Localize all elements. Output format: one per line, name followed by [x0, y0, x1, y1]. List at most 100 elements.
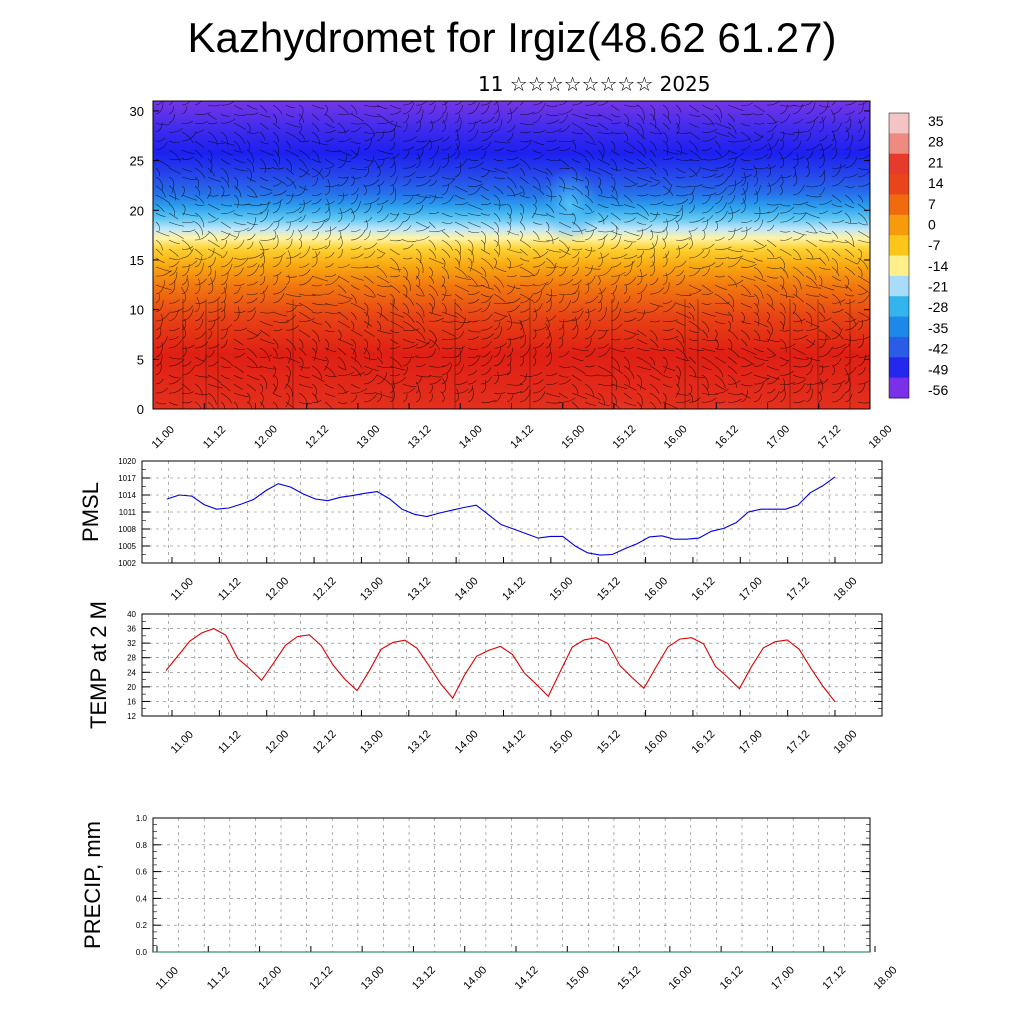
wind-streamline — [402, 146, 414, 151]
wind-streamline — [363, 197, 380, 205]
wind-streamline — [532, 212, 548, 216]
wind-streamline — [532, 239, 550, 243]
wind-streamline — [402, 343, 418, 349]
wind-streamline — [727, 374, 738, 388]
wind-streamline — [519, 344, 531, 358]
wind-streamline — [727, 275, 738, 288]
y-tick-label: 0.4 — [136, 894, 148, 903]
wind-streamline — [246, 122, 251, 133]
wind-streamline — [636, 283, 648, 295]
wind-streamline — [168, 336, 179, 340]
wind-streamline — [220, 203, 233, 207]
wind-streamline — [298, 214, 306, 223]
wind-streamline — [844, 248, 855, 258]
wind-streamline — [493, 311, 508, 317]
wind-streamline — [662, 203, 675, 206]
wind-streamline — [506, 263, 524, 268]
wind-streamline — [207, 239, 220, 248]
wind-streamline — [285, 113, 295, 118]
wind-streamline — [662, 176, 671, 186]
wind-streamline — [766, 275, 779, 279]
wind-streamline — [441, 377, 447, 394]
wind-streamline — [324, 226, 331, 241]
wind-streamline — [701, 122, 714, 125]
wind-streamline — [571, 325, 579, 340]
wind-streamline — [155, 248, 163, 256]
wind-streamline — [532, 342, 545, 349]
wind-streamline — [623, 217, 636, 223]
wind-streamline — [714, 293, 729, 305]
wind-streamline — [285, 216, 303, 223]
wind-streamline — [493, 275, 504, 288]
wind-streamline — [194, 401, 202, 409]
wind-streamline — [402, 356, 412, 367]
x-tick-label: 13.00 — [358, 728, 386, 756]
wind-streamline — [272, 131, 279, 143]
wind-streamline — [350, 200, 361, 214]
y-tick-label: 30 — [130, 104, 144, 119]
wind-streamline — [623, 149, 635, 154]
wind-streamline — [246, 221, 258, 225]
wind-streamline — [441, 347, 454, 350]
colorbar-label: 0 — [928, 216, 936, 232]
wind-streamline — [792, 266, 805, 277]
wind-streamline — [545, 176, 551, 186]
wind-streamline — [454, 330, 465, 340]
colorbar-swatch — [889, 275, 909, 297]
wind-streamline — [766, 177, 781, 187]
wind-streamline — [545, 203, 555, 214]
y-tick-label: 24 — [127, 668, 136, 677]
wind-streamline — [441, 135, 450, 142]
wind-streamline — [246, 307, 256, 313]
wind-streamline — [532, 230, 540, 241]
wind-streamline — [428, 248, 437, 259]
wind-streamline — [532, 303, 543, 313]
wind-streamline — [181, 401, 193, 404]
wind-streamline — [506, 304, 520, 313]
wind-streamline — [298, 185, 309, 191]
wind-streamline — [441, 363, 453, 376]
wind-streamline — [285, 274, 290, 286]
wind-streamline — [493, 167, 509, 174]
wind-streamline — [389, 329, 400, 333]
wind-streamline — [610, 323, 623, 331]
wind-streamline — [857, 284, 869, 293]
wind-streamline — [753, 131, 764, 138]
wind-streamline — [766, 284, 779, 293]
wind-streamline — [623, 392, 632, 400]
wind-streamline — [246, 392, 251, 404]
x-tick-label: 15.00 — [547, 575, 575, 603]
wind-streamline — [389, 356, 403, 368]
wind-streamline — [376, 231, 391, 241]
wind-streamline — [363, 275, 374, 284]
colorbar-swatch — [889, 133, 909, 155]
wind-streamline — [753, 239, 764, 247]
wind-streamline — [779, 329, 790, 332]
wind-streamline — [558, 266, 569, 269]
wind-streamline — [168, 203, 175, 216]
x-tick-label: 11.00 — [169, 729, 196, 756]
wind-streamline — [363, 167, 370, 178]
wind-streamline — [350, 329, 363, 337]
wind-streamline — [571, 122, 585, 132]
wind-streamline — [571, 356, 584, 362]
wind-streamline — [675, 311, 691, 319]
wind-streamline — [662, 149, 679, 155]
wind-streamline — [714, 320, 726, 324]
wind-streamline — [350, 253, 364, 259]
wind-streamline — [246, 264, 260, 277]
wind-streamline — [480, 248, 491, 255]
wind-streamline — [740, 181, 748, 196]
wind-streamline — [454, 194, 465, 200]
wind-streamline — [168, 239, 180, 244]
wind-streamline — [649, 211, 658, 223]
wind-streamline — [649, 253, 655, 268]
wind-streamline — [233, 185, 242, 198]
wind-streamline — [285, 293, 302, 297]
wind-streamline — [779, 104, 789, 115]
wind-streamline — [857, 318, 870, 322]
wind-streamline — [597, 212, 605, 225]
wind-streamline — [350, 266, 369, 269]
wind-streamline — [623, 194, 633, 203]
wind-streamline — [844, 157, 858, 169]
